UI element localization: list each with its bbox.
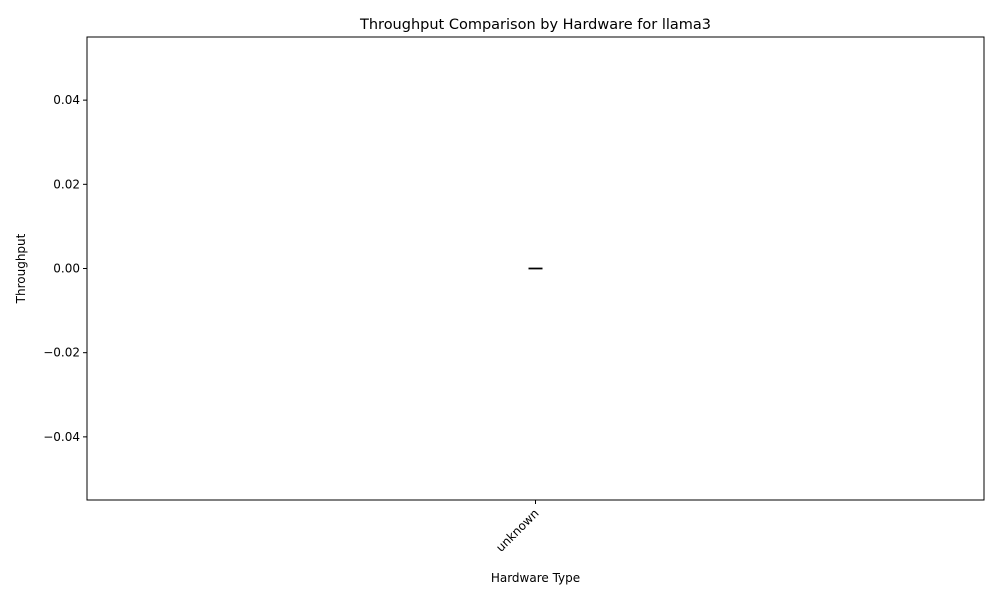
x-axis-label: Hardware Type bbox=[491, 571, 580, 585]
y-tick-label: 0.00 bbox=[53, 262, 80, 276]
y-tick-label: 0.02 bbox=[53, 177, 80, 191]
y-tick-label: 0.04 bbox=[53, 93, 80, 107]
plot-frame bbox=[86, 36, 985, 501]
chart-title: Throughput Comparison by Hardware for ll… bbox=[359, 17, 711, 33]
y-tick-label: −0.04 bbox=[43, 430, 80, 444]
y-axis-label: Throughput bbox=[14, 233, 28, 304]
y-tick-label: −0.02 bbox=[43, 346, 80, 360]
y-axis-ticks: −0.04 −0.02 0.00 0.02 0.04 bbox=[43, 93, 87, 444]
